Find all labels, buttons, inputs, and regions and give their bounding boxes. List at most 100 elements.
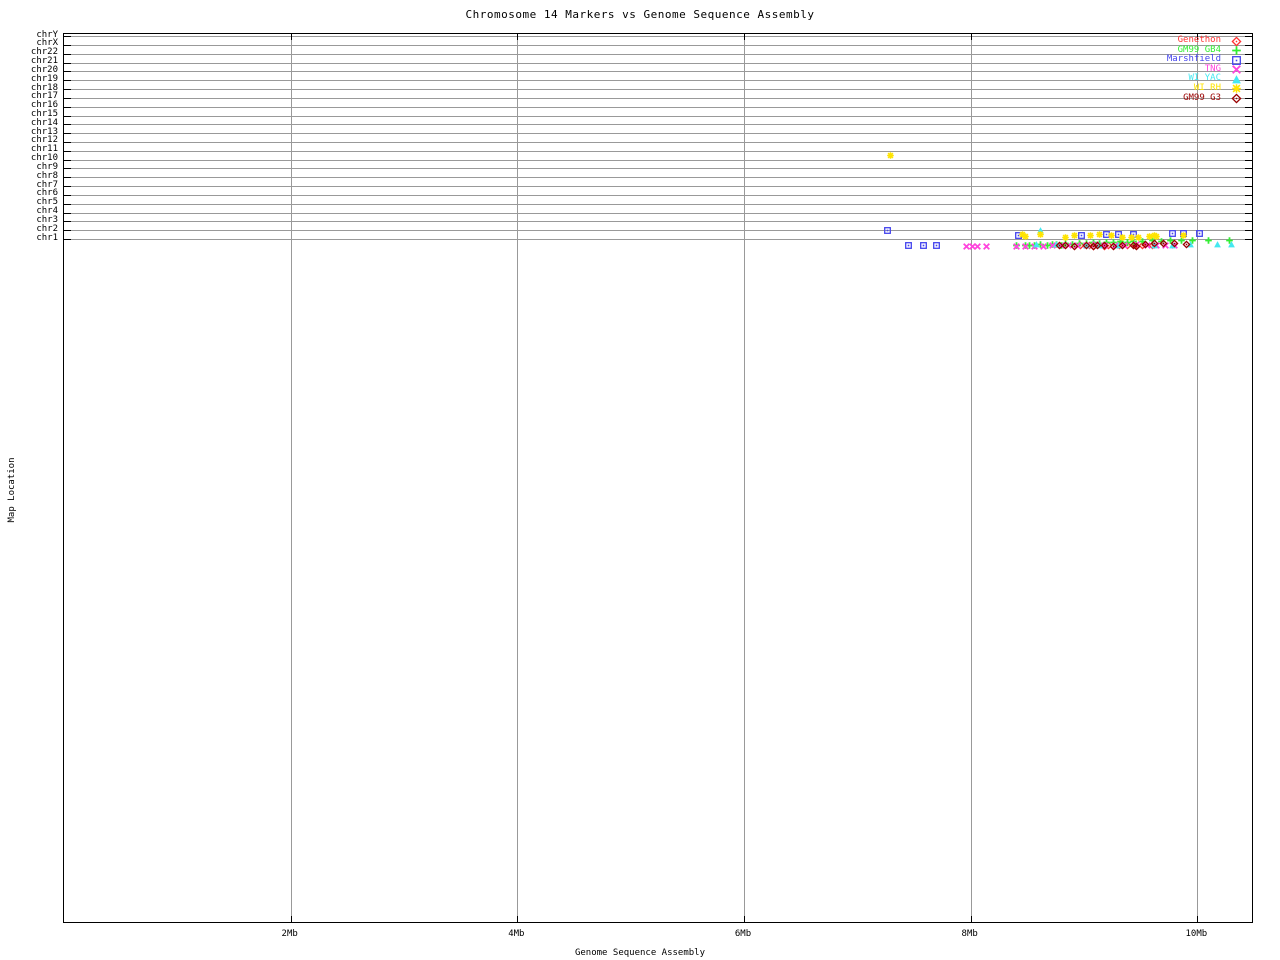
y-tick-label: chr1 — [36, 232, 58, 243]
gridline-horizontal — [64, 115, 1252, 117]
y-tick-label: chrY — [36, 29, 58, 40]
axis-tick — [1245, 230, 1252, 232]
axis-tick — [64, 194, 71, 196]
axis-tick — [1245, 53, 1252, 55]
gridline-vertical — [970, 34, 972, 922]
data-point — [1181, 240, 1191, 249]
data-point — [1093, 241, 1102, 250]
data-point — [1109, 242, 1118, 251]
axis-tick — [970, 916, 972, 922]
axis-tick — [64, 115, 71, 117]
gridline-vertical — [290, 34, 292, 922]
gridline-vertical — [744, 34, 745, 922]
gridline-horizontal — [64, 97, 1252, 99]
axis-tick — [64, 36, 71, 38]
y-tick-label: chr8 — [36, 170, 58, 181]
legend-item[interactable]: WI YAC — [1128, 74, 1243, 84]
axis-tick — [64, 159, 71, 161]
y-tick-label: chr19 — [30, 73, 58, 84]
axis-tick — [64, 168, 71, 170]
axis-tick — [1245, 124, 1252, 126]
axis-tick — [64, 133, 71, 135]
legend-item[interactable]: GM99 G3 — [1128, 92, 1243, 104]
axis-tick — [64, 44, 71, 46]
axis-tick — [64, 230, 71, 232]
gridline-horizontal — [64, 44, 1252, 46]
legend: Genethon GM99 GB4 Marshfield TNG WI YAC WI RH… — [1128, 35, 1243, 104]
legend-marker-star-icon — [1231, 84, 1241, 94]
legend-marker-triangle-icon — [1231, 74, 1241, 84]
axis-tick — [1245, 141, 1252, 143]
axis-tick — [64, 62, 71, 64]
gridline-horizontal — [64, 230, 1252, 232]
axis-tick — [64, 97, 71, 99]
gridline-horizontal — [64, 150, 1252, 152]
y-tick-label: chr15 — [30, 109, 58, 120]
axis-tick — [517, 916, 519, 922]
axis-tick — [1245, 62, 1252, 64]
gridline-vertical — [1197, 34, 1199, 922]
legend-item[interactable]: WI RH — [1128, 83, 1243, 94]
axis-tick — [1245, 44, 1252, 46]
y-axis-title: Map Location — [7, 457, 17, 523]
axis-tick — [64, 71, 71, 73]
y-tick-label: chr11 — [30, 144, 58, 155]
gridline-horizontal — [64, 159, 1252, 161]
axis-tick — [64, 106, 71, 108]
legend-item[interactable]: TNG — [1128, 64, 1243, 75]
x-tick-label: 6Mb — [734, 929, 752, 939]
chart-title: Chromosome 14 Markers vs Genome Sequence… — [465, 8, 815, 21]
data-point — [1118, 241, 1127, 250]
axis-tick — [64, 221, 71, 223]
y-tick-label: chr2 — [36, 223, 58, 234]
y-tick-label: chr22 — [30, 47, 58, 58]
gridline-horizontal — [64, 194, 1252, 196]
legend-marker-diamond-icon — [1230, 35, 1242, 47]
gridline-horizontal — [64, 177, 1252, 179]
gridline-horizontal — [64, 106, 1252, 108]
axis-tick — [1245, 159, 1252, 161]
axis-tick — [1245, 115, 1252, 117]
data-point — [1070, 242, 1079, 251]
data-point — [1061, 241, 1070, 250]
y-tick-label: chr3 — [36, 214, 58, 225]
y-tick-label: chr16 — [30, 100, 58, 111]
y-tick-label: chr4 — [36, 206, 58, 217]
gridline-horizontal — [64, 186, 1252, 188]
axis-tick — [64, 212, 71, 214]
axis-tick — [1245, 97, 1252, 99]
axis-tick — [1245, 212, 1252, 214]
plot-area — [63, 33, 1253, 923]
data-point — [1150, 239, 1159, 248]
axis-tick — [1245, 36, 1252, 38]
y-tick-label: chr12 — [30, 135, 58, 146]
axis-tick — [517, 34, 519, 40]
gridline-horizontal — [64, 80, 1252, 82]
legend-item[interactable]: Genethon — [1128, 35, 1243, 47]
axis-tick — [1245, 80, 1252, 82]
legend-label: GM99 GB4 — [1177, 44, 1221, 55]
gridline-horizontal — [64, 221, 1252, 223]
axis-tick — [64, 186, 71, 188]
axis-tick — [1245, 71, 1252, 73]
legend-label: GM99 G3 — [1183, 92, 1221, 103]
y-tick-label: chr5 — [36, 197, 58, 208]
legend-marker-diamond-icon — [1230, 93, 1242, 104]
legend-item[interactable]: GM99 GB4 — [1128, 44, 1243, 56]
y-tick-label: chr17 — [30, 91, 58, 102]
axis-tick — [64, 239, 71, 240]
axis-tick — [64, 150, 71, 152]
axis-tick — [1245, 221, 1252, 223]
y-tick-label: chr20 — [30, 64, 58, 75]
y-tick-label: chr21 — [30, 56, 58, 67]
axis-tick — [744, 916, 745, 922]
legend-marker-plus-icon — [1231, 46, 1241, 56]
series-gm99-g3 — [64, 34, 1252, 922]
legend-item[interactable]: Marshfield — [1128, 55, 1243, 65]
y-tick-label: chr13 — [30, 126, 58, 137]
gridline-horizontal — [64, 239, 1252, 240]
y-tick-label: chr14 — [30, 117, 58, 128]
legend-marker-cross-icon — [1231, 65, 1241, 75]
data-point — [1089, 242, 1098, 251]
